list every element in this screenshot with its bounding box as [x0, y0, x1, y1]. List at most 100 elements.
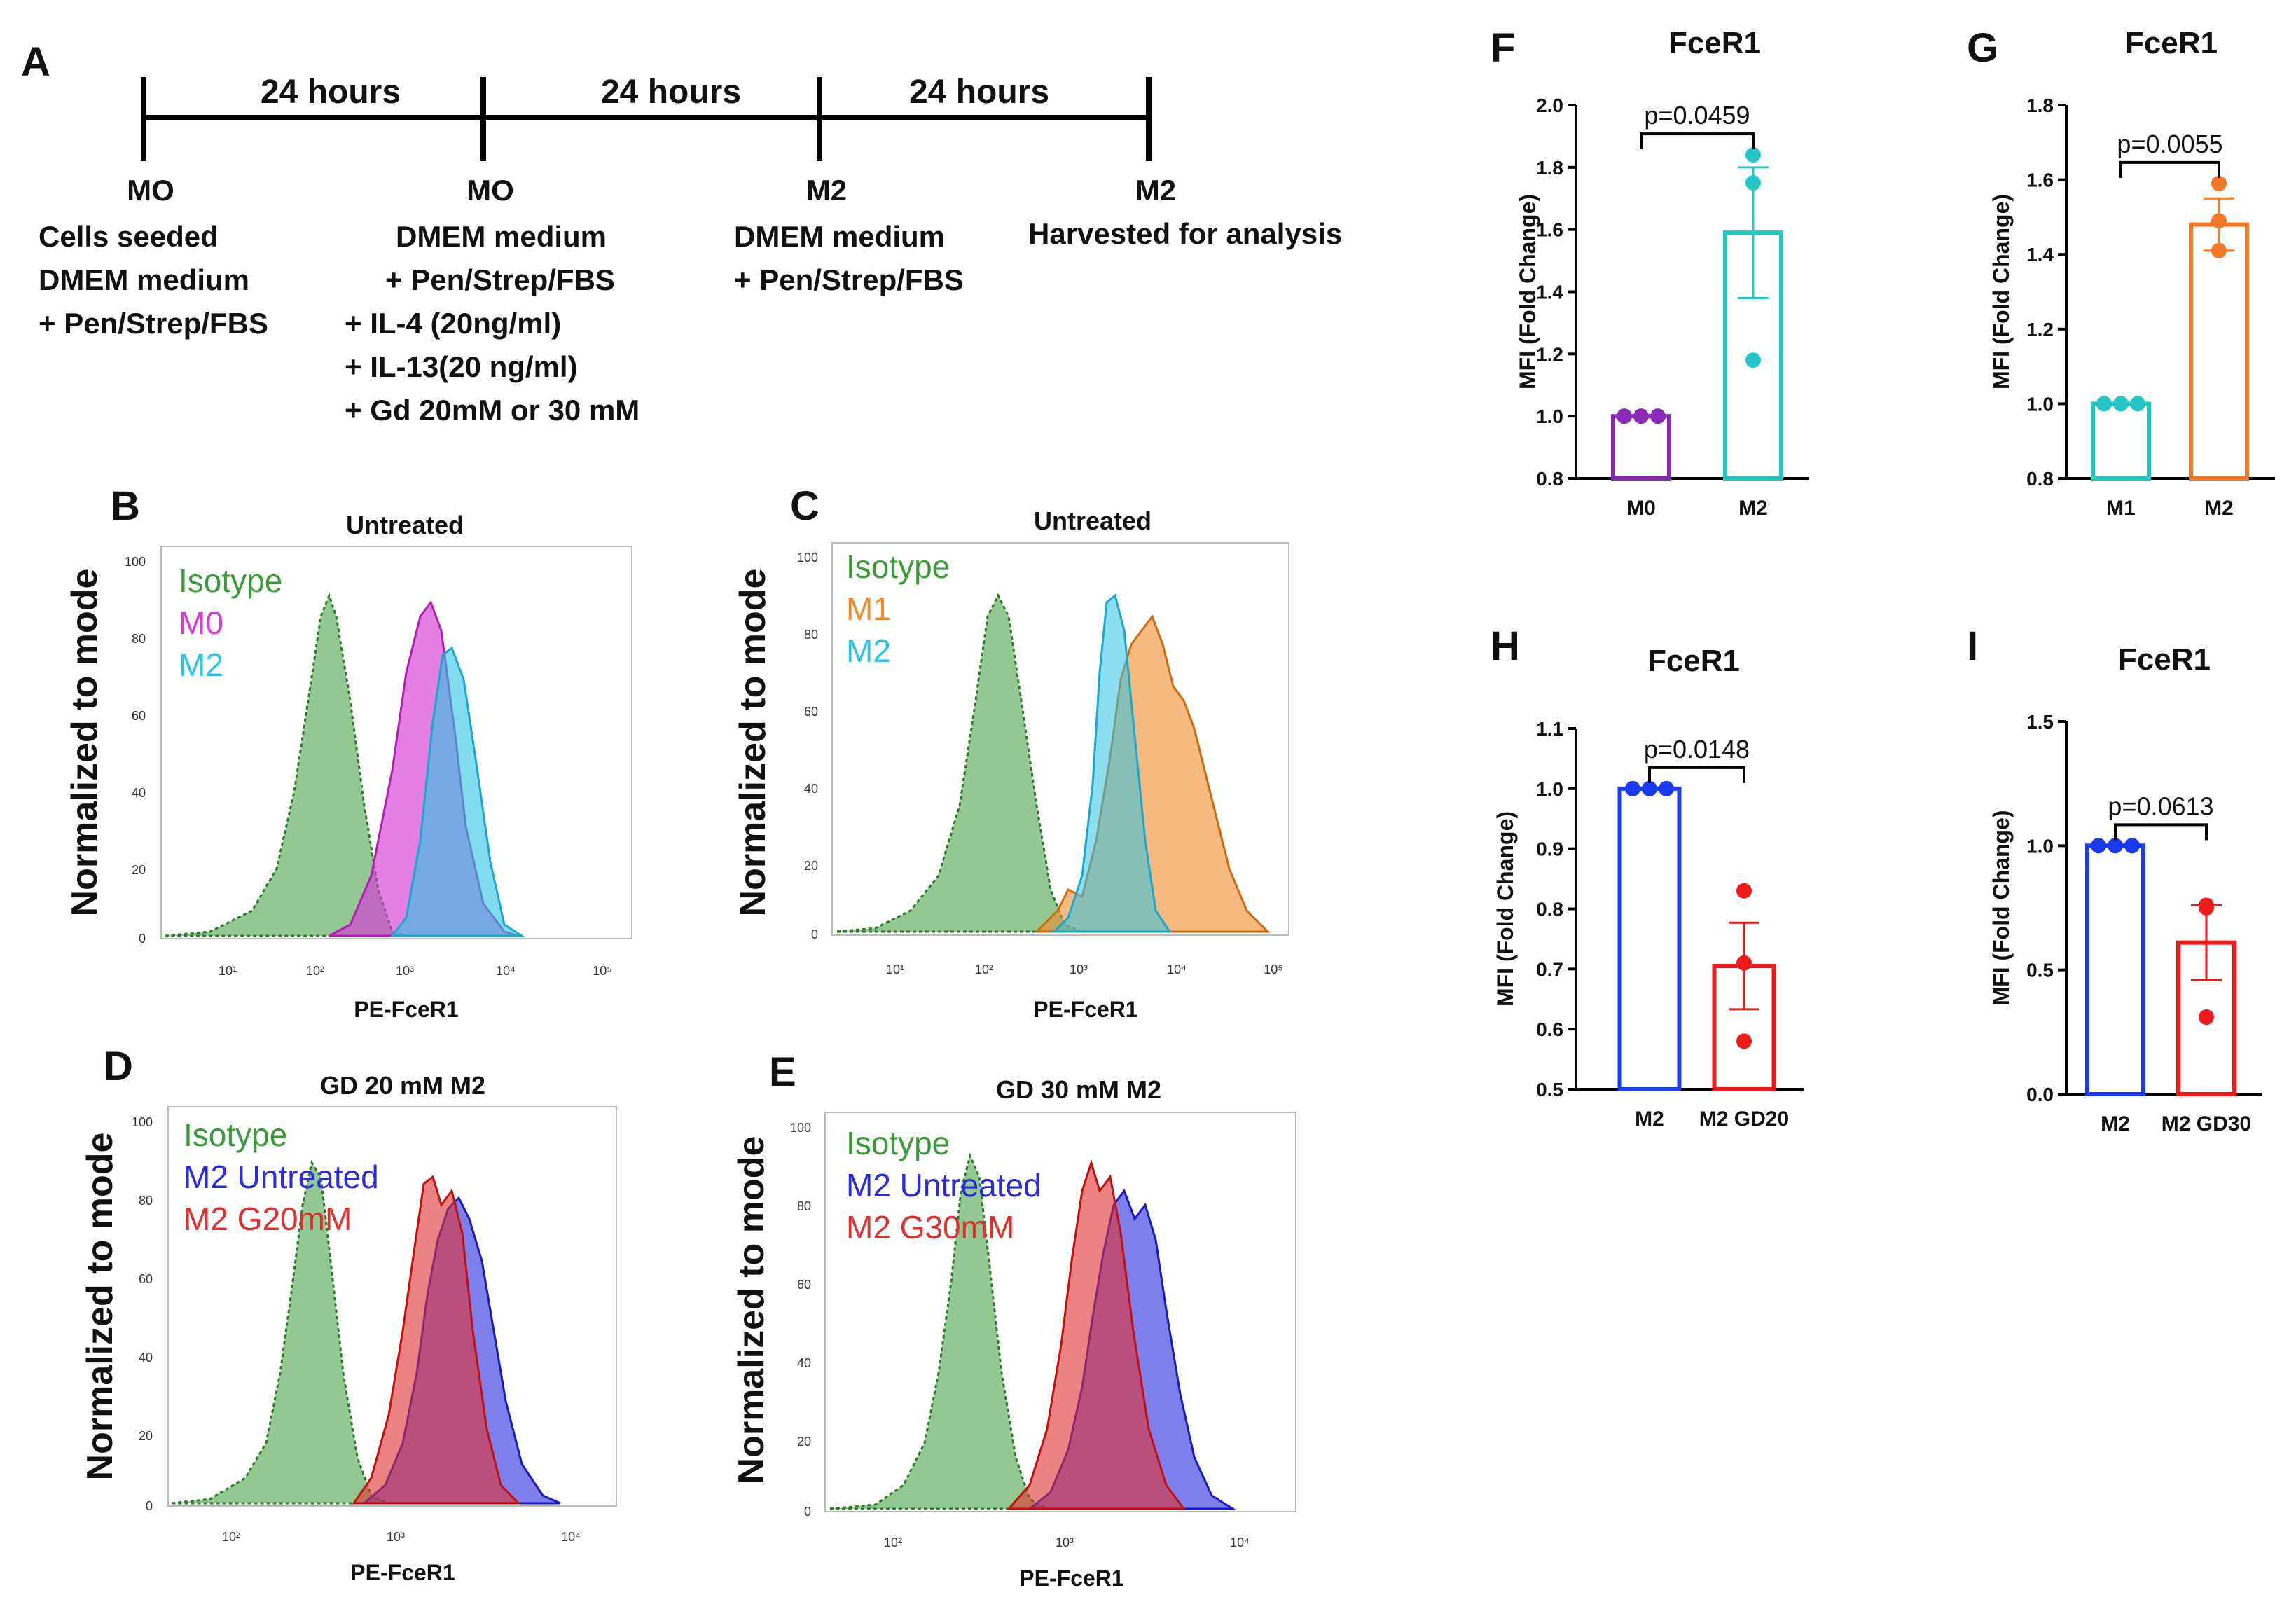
histogram-d-m2-gd-curve	[352, 1175, 521, 1505]
bar-chart-g-category-label: M1	[2106, 497, 2136, 520]
bar-chart-h-ytick-label: 0.8	[1536, 899, 1563, 920]
histogram-c-ytick: 40	[804, 782, 818, 796]
bar-chart-g-bar	[2091, 401, 2151, 481]
bar-chart-g-bar	[2189, 222, 2249, 481]
histogram-b-title: Untreated	[346, 511, 464, 539]
stage-4-line-1: Harvested for analysis	[1028, 217, 1342, 250]
histogram-d-ytick: 60	[139, 1272, 153, 1286]
bar-chart-f-ylabel: MFI (Fold Change)	[1515, 194, 1540, 389]
histogram-b-legend-2: M0	[179, 605, 223, 641]
histogram-b-m2-curve	[389, 646, 526, 937]
bar-chart-g-point	[2211, 242, 2227, 258]
histogram-c: Untreated Isotype M1 M2 100 80 60 40 20 …	[733, 506, 1289, 1022]
stage-3-line-2: + Pen/Strep/FBS	[734, 263, 964, 296]
histogram-c-xtick: 10⁵	[1264, 962, 1282, 976]
histogram-d-ytick: 100	[132, 1115, 153, 1129]
panel-letter-b: B	[111, 483, 140, 529]
histogram-e-ytick: 40	[797, 1356, 811, 1370]
bar-chart-i-ytick-label: 0.5	[2026, 960, 2054, 981]
histogram-e: GD 30 mM M2 Isotype M2 Untreated M2 G30m…	[731, 1075, 1296, 1591]
histogram-c-xlabel: PE-FceR1	[1033, 997, 1137, 1022]
bar-chart-h-significance-bracket	[1648, 766, 1745, 783]
histogram-c-title: Untreated	[1034, 506, 1152, 535]
histogram-b-legend-3: M2	[179, 647, 223, 683]
histogram-c-ytick: 20	[804, 859, 818, 873]
histogram-e-isotype-curve	[829, 1152, 1051, 1510]
bar-chart-g-ytick-label: 0.8	[2026, 468, 2054, 490]
histogram-d-legend-1: Isotype	[184, 1117, 287, 1153]
histogram-b-ytick: 100	[125, 555, 146, 569]
bar-chart-i-point	[2091, 838, 2106, 854]
histogram-c-isotype-curve	[836, 593, 1083, 933]
histogram-d-ytick: 0	[146, 1499, 153, 1513]
histogram-c-ytick: 100	[797, 551, 818, 565]
panel-letter-a: A	[21, 39, 50, 85]
histogram-b-xlabel: PE-FceR1	[354, 997, 458, 1022]
histogram-d-isotype-curve	[171, 1160, 389, 1505]
bar-chart-i-bar	[2085, 843, 2145, 1097]
bar-chart-g-significance-bracket	[2119, 160, 2220, 178]
histogram-c-legend-3: M2	[846, 633, 891, 669]
bar-chart-h-point	[1736, 1033, 1752, 1049]
bar-chart-i-ytick-label: 0.0	[2026, 1084, 2054, 1105]
interval-label-3: 24 hours	[909, 74, 1049, 111]
bar-chart-g-ytick-label: 1.2	[2026, 319, 2054, 340]
histogram-b-xtick: 10³	[396, 964, 414, 978]
bar-chart-h-ylabel: MFI (Fold Change)	[1493, 811, 1518, 1007]
bar-chart-i: FceR1 0.0 0.5 1.0 1.5 MFI (Fold Change) M2 M2 G…	[1989, 642, 2262, 1135]
histogram-d-ylabel: Normalized to mode	[80, 1133, 120, 1481]
histogram-d-legend-3: M2 G20mM	[184, 1201, 352, 1237]
stage-1-label: MO	[127, 174, 174, 207]
histogram-b: Untreated Isotype M0 M2 100 80 60 40 20 …	[64, 511, 632, 1022]
bar-chart-h-category-label: M2 GD20	[1699, 1107, 1789, 1131]
histogram-e-xlabel: PE-FceR1	[1019, 1566, 1123, 1591]
histogram-e-ytick: 80	[797, 1199, 811, 1213]
bar-chart-i-ylabel: MFI (Fold Change)	[1989, 810, 2014, 1005]
histogram-d-xtick: 10²	[222, 1530, 240, 1544]
bar-chart-f-point	[1617, 408, 1632, 424]
histogram-e-m2-gd-curve	[1006, 1159, 1186, 1510]
bar-chart-f-point	[1745, 352, 1761, 368]
bar-chart-g-ylabel: MFI (Fold Change)	[1989, 194, 2014, 389]
stage-2-line-5: + Gd 20mM or 30 mM	[345, 394, 639, 427]
bar-chart-g-point	[2113, 396, 2129, 412]
bar-chart-i-significance-bracket	[2114, 823, 2208, 841]
bar-chart-f-ytick-label: 1.2	[1536, 343, 1563, 365]
histogram-d-legend-2: M2 Untreated	[184, 1159, 379, 1195]
histogram-e-legend-2: M2 Untreated	[846, 1167, 1042, 1203]
histogram-e-title: GD 30 mM M2	[996, 1075, 1161, 1104]
bar-chart-h-point	[1736, 883, 1752, 899]
histogram-e-ylabel: Normalized to mode	[731, 1136, 772, 1484]
panel-letter-i: I	[1967, 623, 1978, 669]
bar-chart-h-ytick-label: 0.9	[1536, 838, 1563, 860]
bar-chart-h-ytick-label: 0.6	[1536, 1018, 1563, 1040]
histogram-c-m2-curve	[1051, 593, 1172, 933]
bar-chart-g-ytick-label: 1.4	[2026, 244, 2054, 265]
bar-chart-f-bar	[1611, 414, 1671, 481]
histogram-c-legend-2: M1	[846, 591, 891, 627]
bar-chart-i-pvalue: p=0.0613	[2108, 792, 2213, 820]
bar-chart-i-point	[2199, 1009, 2214, 1026]
histogram-e-ytick: 60	[797, 1278, 811, 1292]
histogram-b-ytick: 80	[132, 632, 146, 646]
bar-chart-h: FceR1 0.5 0.6 0.7 0.8 0.9 1.0 1.1 MFI (Fold Chan…	[1493, 644, 1804, 1131]
bar-chart-i-point	[2199, 900, 2214, 916]
bar-chart-h-pvalue: p=0.0148	[1644, 735, 1750, 764]
histogram-d-frame	[167, 1106, 617, 1507]
histogram-c-legend-1: Isotype	[846, 548, 950, 585]
bar-chart-i-title: FceR1	[2118, 642, 2211, 677]
histogram-d-xtick: 10⁴	[561, 1530, 581, 1544]
bar-chart-i-ytick-label: 1.0	[2026, 835, 2054, 857]
histogram-c-xtick: 10³	[1070, 962, 1088, 976]
bar-chart-g-point	[2096, 396, 2112, 412]
histogram-c-ytick: 60	[804, 705, 818, 719]
bar-chart-h-point	[1642, 780, 1657, 796]
histogram-e-ytick: 20	[797, 1435, 811, 1449]
histogram-e-legend-1: Isotype	[846, 1125, 950, 1161]
bar-chart-h-point	[1659, 780, 1674, 796]
bar-chart-g-pvalue: p=0.0055	[2117, 130, 2222, 158]
bar-chart-f-ytick-label: 1.8	[1536, 157, 1563, 179]
histogram-b-frame	[160, 546, 632, 939]
bar-chart-f-point	[1745, 175, 1761, 191]
bar-chart-h-category-label: M2	[1635, 1107, 1664, 1131]
